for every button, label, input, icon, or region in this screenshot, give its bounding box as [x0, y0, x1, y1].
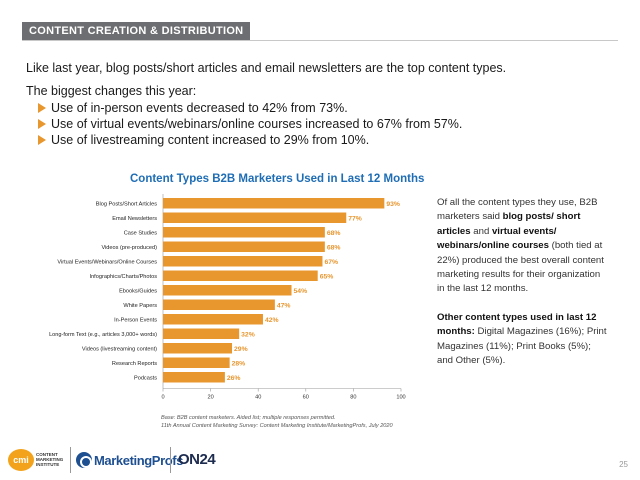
bar-chart: Blog Posts/Short Articles 93% Email Newsle…: [49, 194, 406, 401]
chart-title: Content Types B2B Marketers Used in Last…: [130, 173, 425, 185]
sidebar-text: Of all the content types they use, B2B m…: [437, 197, 598, 223]
list-item-text: Use of virtual events/webinars/online co…: [51, 117, 463, 131]
marketingprofs-text: MarketingProfs: [94, 452, 184, 468]
cmi-logo-text: CONTENT MARKETING INSTITUTE: [36, 452, 64, 467]
sidebar-bold: virtual events/ webinars/online courses: [437, 225, 557, 252]
data-label: 26%: [227, 375, 241, 382]
triangle-right-icon: [38, 103, 46, 113]
bar: [163, 314, 263, 325]
data-label: 68%: [327, 244, 341, 251]
list-item: Use of virtual events/webinars/online co…: [38, 116, 462, 132]
x-tick-label: 60: [303, 395, 309, 401]
category-label: Case Studies: [124, 230, 157, 236]
category-label: Infographics/Charts/Photos: [90, 274, 158, 280]
section-header-label: CONTENT CREATION & DISTRIBUTION: [22, 22, 251, 40]
sidebar-commentary: Of all the content types they use, B2B m…: [437, 196, 607, 368]
source-line: Base: B2B content marketers. Aided list;…: [161, 415, 336, 421]
category-label: Videos (livestreaming content): [82, 346, 157, 352]
sidebar-text: (both tied at 22%) produced the best ove…: [437, 240, 604, 295]
bar: [163, 227, 325, 238]
bar: [163, 328, 240, 339]
list-item-text: Use of in-person events decreased to 42%…: [51, 101, 348, 115]
list-item: Use of livestreaming content increased t…: [38, 132, 462, 148]
marketingprofs-logo: MarketingProfs: [76, 452, 183, 468]
bar: [163, 256, 323, 267]
list-item-text: Use of livestreaming content increased t…: [51, 133, 370, 147]
category-label: Ebooks/Guides: [119, 288, 157, 294]
section-header: CONTENT CREATION & DISTRIBUTION: [0, 22, 640, 42]
data-label: 54%: [294, 288, 308, 295]
category-label: Blog Posts/Short Articles: [96, 201, 157, 207]
sidebar-text: and: [470, 225, 492, 237]
bar: [163, 357, 230, 368]
page-number: 25: [619, 460, 628, 469]
category-label: Long-form Text (e.g., articles 3,000+ wo…: [49, 332, 157, 338]
bar: [163, 299, 275, 310]
data-label: 42%: [265, 317, 279, 324]
category-label: Email Newsletters: [112, 216, 157, 222]
triangle-right-icon: [38, 119, 46, 129]
logo-divider: [170, 447, 171, 473]
data-label: 93%: [386, 201, 400, 208]
x-tick-label: 20: [207, 395, 213, 401]
data-label: 32%: [241, 331, 255, 338]
bar: [163, 343, 233, 354]
category-label: Videos (pre-produced): [101, 245, 157, 251]
category-label: Research Reports: [112, 361, 157, 367]
logo-divider: [70, 447, 71, 473]
on24-logo: ON24: [178, 451, 216, 468]
changes-title: The biggest changes this year:: [26, 84, 197, 98]
bar: [163, 270, 318, 281]
data-label: 28%: [232, 360, 246, 367]
data-label: 29%: [234, 346, 248, 353]
data-label: 68%: [327, 230, 341, 237]
changes-list: Use of in-person events decreased to 42%…: [38, 100, 462, 148]
data-label: 77%: [348, 215, 362, 222]
x-tick-label: 100: [396, 395, 405, 401]
sidebar-paragraph: Other content types used in last 12 mont…: [437, 311, 607, 369]
chart-source: Base: B2B content marketers. Aided list;…: [161, 414, 393, 430]
sidebar-text: Digital Magazines (16%); Print Magazines…: [437, 326, 607, 367]
bar: [163, 212, 347, 223]
list-item: Use of in-person events decreased to 42%…: [38, 100, 462, 116]
sidebar-bold: blog posts/ short articles: [437, 211, 581, 237]
x-tick-label: 80: [350, 395, 356, 401]
category-label: Virtual Events/Webinars/Online Courses: [57, 259, 157, 265]
bar: [163, 198, 385, 209]
marketingprofs-icon: [76, 452, 92, 468]
cmi-logo: cmi: [8, 449, 34, 471]
x-tick-label: 40: [255, 395, 261, 401]
bar: [163, 285, 292, 296]
data-label: 47%: [277, 302, 291, 309]
sidebar-paragraph: Of all the content types they use, B2B m…: [437, 196, 607, 297]
x-tick-label: 0: [161, 395, 164, 401]
bar: [163, 241, 325, 252]
data-label: 65%: [320, 273, 334, 280]
intro-text: Like last year, blog posts/short article…: [26, 61, 507, 75]
source-line: 11th Annual Content Marketing Survey: Co…: [161, 423, 393, 429]
data-label: 67%: [324, 259, 338, 266]
sidebar-bold: Other content types used in last 12 mont…: [437, 311, 597, 338]
bar: [163, 372, 225, 383]
category-label: In-Person Events: [114, 317, 157, 323]
category-label: White Papers: [123, 303, 157, 309]
category-label: Podcasts: [134, 375, 157, 381]
triangle-right-icon: [38, 135, 46, 145]
section-header-rule: [22, 40, 618, 41]
